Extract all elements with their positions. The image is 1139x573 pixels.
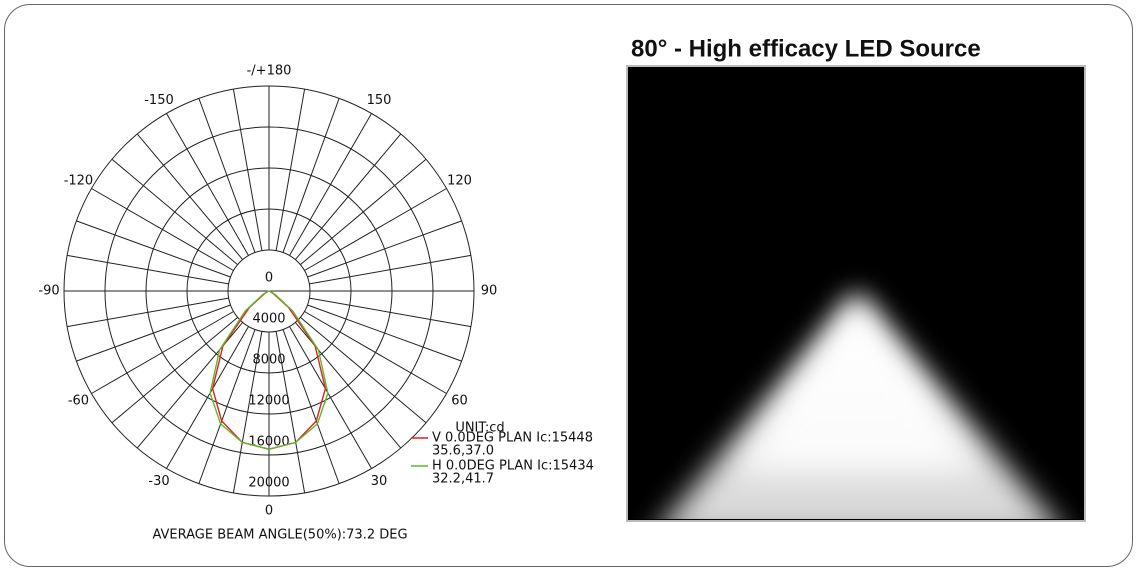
panel-title: 80° - High efficacy LED Source <box>631 35 981 62</box>
grid-ring <box>227 249 311 333</box>
legend-label: H 0.0DEG PLAN Ic:15434 <box>432 459 594 474</box>
theta-tick-label: -30 <box>148 474 169 489</box>
r-tick-label: 20000 <box>248 476 289 491</box>
theta-tick-label: -90 <box>38 284 59 299</box>
grid-ring <box>145 167 393 415</box>
r-tick-label: 16000 <box>248 435 289 450</box>
grid-ring <box>104 126 434 456</box>
series-line <box>209 290 329 450</box>
footer: AVERAGE BEAM ANGLE(50%):73.2 DEG <box>152 528 407 543</box>
theta-tick-label: -120 <box>64 174 94 189</box>
unit-label: UNIT:cd <box>455 421 504 436</box>
theta-tick-label: 120 <box>447 174 472 189</box>
theta-tick-label: 30 <box>371 474 388 489</box>
theta-tick-label: -60 <box>68 394 89 409</box>
legend-note: 32.2,41.7 <box>432 472 494 487</box>
theta-tick-label: 0 <box>265 504 273 519</box>
theta-tick-label: 90 <box>481 284 498 299</box>
theta-tick-label: 150 <box>367 93 392 108</box>
theta-tick-label: -150 <box>144 93 174 108</box>
r-tick-label: 12000 <box>248 394 289 409</box>
beam-image <box>626 65 1086 522</box>
grid-ring <box>186 208 352 374</box>
r-tick-label: 0 <box>265 271 273 286</box>
grid-ring <box>63 85 475 497</box>
theta-tick-label: -/+180 <box>247 64 292 79</box>
card <box>4 4 1133 567</box>
r-tick-label: 8000 <box>252 353 285 368</box>
r-tick-label: 4000 <box>252 312 285 327</box>
theta-tick-label: 60 <box>451 394 468 409</box>
legend-label: V 0.0DEG PLAN Ic:15448 <box>432 431 593 446</box>
legend-note: 35.6,37.0 <box>432 444 494 459</box>
